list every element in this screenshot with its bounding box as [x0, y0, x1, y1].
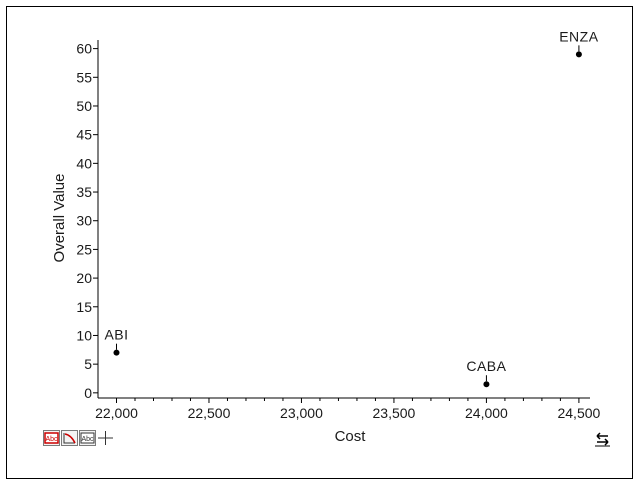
axes — [97, 40, 590, 399]
trend-line-button[interactable] — [61, 430, 78, 446]
label-box-icon: Abc — [80, 432, 95, 444]
label-tool-button[interactable]: Abc — [43, 430, 60, 446]
x-tick-label: 23,500 — [373, 405, 416, 421]
data-point[interactable] — [483, 381, 490, 388]
y-tick-label: 5 — [84, 356, 92, 372]
trend-line-icon — [63, 433, 76, 444]
y-tick-label: 20 — [76, 270, 92, 286]
data-point[interactable] — [575, 51, 582, 58]
x-tick-label: 24,000 — [465, 405, 508, 421]
label-tool-icon: Abc — [44, 432, 59, 444]
y-axis-ticks: 0 5 10 15 20 25 30 35 40 45 50 55 60 — [76, 41, 98, 401]
y-tick-label: 40 — [76, 155, 92, 171]
data-point[interactable] — [113, 349, 120, 356]
y-tick-label: 55 — [76, 69, 92, 85]
chart-toolbar: Abc Abc — [43, 430, 114, 448]
y-tick-label: 30 — [76, 213, 92, 229]
svg-text:Abc: Abc — [45, 436, 58, 443]
x-tick-label: 23,000 — [280, 405, 323, 421]
y-tick-label: 50 — [76, 98, 92, 114]
y-tick-label: 60 — [76, 41, 92, 57]
y-tick-label: 15 — [76, 299, 92, 315]
y-tick-label: 45 — [76, 127, 92, 143]
swap-axes-button[interactable] — [594, 431, 611, 447]
x-axis-ticks: 22,000 22,500 23,000 23,500 24,000 24,500 — [95, 398, 601, 421]
swap-axes-icon — [595, 432, 610, 447]
x-tick-label: 22,000 — [95, 405, 138, 421]
y-tick-label: 25 — [76, 241, 92, 257]
crosshair-icon — [98, 431, 113, 445]
y-tick-label: 10 — [76, 327, 92, 343]
point-label: ABI — [104, 327, 128, 343]
label-box-button[interactable]: Abc — [79, 430, 96, 446]
data-points: ABI CABA ENZA — [104, 28, 599, 388]
point-label: ENZA — [559, 28, 599, 44]
y-axis-title: Overall Value — [51, 174, 68, 263]
crosshair-button[interactable] — [97, 430, 114, 446]
x-tick-label: 22,500 — [188, 405, 231, 421]
y-tick-label: 35 — [76, 184, 92, 200]
svg-text:Abc: Abc — [81, 436, 94, 443]
x-axis-title: Cost — [335, 428, 367, 445]
x-tick-label: 24,500 — [557, 405, 600, 421]
y-tick-label: 0 — [84, 385, 92, 401]
point-label: CABA — [466, 358, 506, 374]
